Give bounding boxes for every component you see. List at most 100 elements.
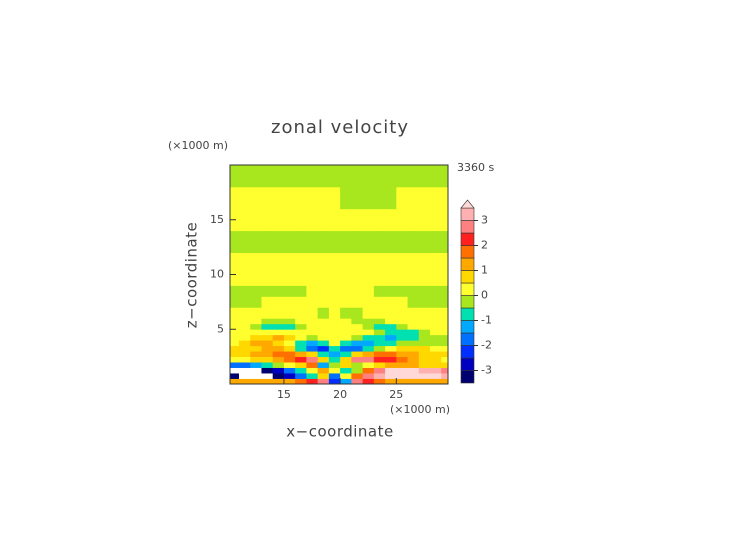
field-cell xyxy=(250,252,262,275)
field-cell xyxy=(340,340,352,347)
field-cell xyxy=(351,285,363,297)
field-cell xyxy=(418,334,431,341)
field-cell xyxy=(238,323,251,330)
field-cell xyxy=(418,208,431,232)
field-cell xyxy=(396,329,408,336)
field-cell xyxy=(430,356,442,363)
field-cell xyxy=(328,296,341,308)
field-cell xyxy=(295,186,307,210)
field-cell xyxy=(328,362,341,368)
field-cell xyxy=(250,165,262,188)
colorbar-tick-label: 0 xyxy=(481,289,488,302)
field-cell xyxy=(317,367,330,374)
field-cell xyxy=(351,252,363,275)
field-cell xyxy=(373,356,386,363)
field-cell xyxy=(238,296,251,308)
field-cell xyxy=(362,323,375,330)
field-cell xyxy=(441,165,448,188)
field-cell xyxy=(283,329,296,336)
field-cell xyxy=(362,356,375,363)
field-cell xyxy=(317,329,330,336)
field-cell xyxy=(250,329,262,336)
colorbar-swatch xyxy=(460,320,475,334)
field-cell xyxy=(351,318,363,325)
x-unit: (×1000 m) xyxy=(390,403,450,416)
field-cell xyxy=(250,356,262,363)
field-cell xyxy=(373,378,386,384)
field-cell xyxy=(351,165,363,188)
field-cell xyxy=(351,373,363,379)
field-cell xyxy=(385,334,397,341)
field-cell xyxy=(340,274,352,286)
field-cell xyxy=(430,340,442,347)
field-cell xyxy=(340,351,352,358)
field-cell xyxy=(250,351,262,358)
field-cell xyxy=(238,362,251,368)
field-cell xyxy=(340,334,352,341)
field-cell xyxy=(328,285,341,297)
field-cell xyxy=(430,186,442,210)
field-cell xyxy=(261,230,274,253)
field-cell xyxy=(238,208,251,232)
field-cell xyxy=(283,345,296,352)
field-cell xyxy=(328,230,341,253)
field-cell xyxy=(283,362,296,368)
field-cell xyxy=(261,323,274,330)
field-cell xyxy=(407,318,420,325)
field-cell xyxy=(362,230,375,253)
field-cell xyxy=(295,318,307,325)
field-cell xyxy=(272,362,285,368)
field-cell xyxy=(385,274,397,286)
field-cell xyxy=(351,307,363,319)
field-cell xyxy=(238,274,251,286)
field-cell xyxy=(295,362,307,368)
field-cell xyxy=(385,186,397,210)
field-cell xyxy=(396,362,408,368)
field-cell xyxy=(340,165,352,188)
field-cell xyxy=(317,362,330,368)
field-cell xyxy=(306,362,319,368)
field-cell xyxy=(295,323,307,330)
field-cell xyxy=(272,208,285,232)
field-cell xyxy=(261,285,274,297)
field-cell xyxy=(418,362,431,368)
field-cell xyxy=(250,285,262,297)
colorbar-tick-label: -1 xyxy=(481,314,492,327)
field-cell xyxy=(306,230,319,253)
field-cell xyxy=(238,340,251,347)
field-cell xyxy=(283,378,296,384)
colorbar-swatch xyxy=(460,370,475,384)
field-cell xyxy=(340,296,352,308)
field-cell xyxy=(385,323,397,330)
y-unit: (×1000 m) xyxy=(168,139,228,152)
field-cell xyxy=(385,165,397,188)
field-cell xyxy=(317,252,330,275)
field-cell xyxy=(272,334,285,341)
time-label: 3360 s xyxy=(457,161,494,174)
field-cell xyxy=(340,345,352,352)
field-cell xyxy=(430,318,442,325)
field-cell xyxy=(295,274,307,286)
field-cell xyxy=(306,345,319,352)
field-cell xyxy=(418,367,431,374)
field-cell xyxy=(396,186,408,210)
field-cell xyxy=(328,307,341,319)
field-cell xyxy=(373,351,386,358)
field-cell xyxy=(283,296,296,308)
field-cell xyxy=(250,334,262,341)
field-cell xyxy=(250,373,262,379)
field-cell xyxy=(407,307,420,319)
field-cell xyxy=(328,252,341,275)
field-cell xyxy=(340,230,352,253)
field-cell xyxy=(396,252,408,275)
field-cell xyxy=(283,318,296,325)
field-cell xyxy=(317,345,330,352)
field-cell xyxy=(261,252,274,275)
field-cell xyxy=(340,362,352,368)
field-cell xyxy=(272,323,285,330)
field-cell xyxy=(230,351,240,358)
field-cell xyxy=(441,274,448,286)
field-cell xyxy=(306,378,319,384)
field-cell xyxy=(351,186,363,210)
